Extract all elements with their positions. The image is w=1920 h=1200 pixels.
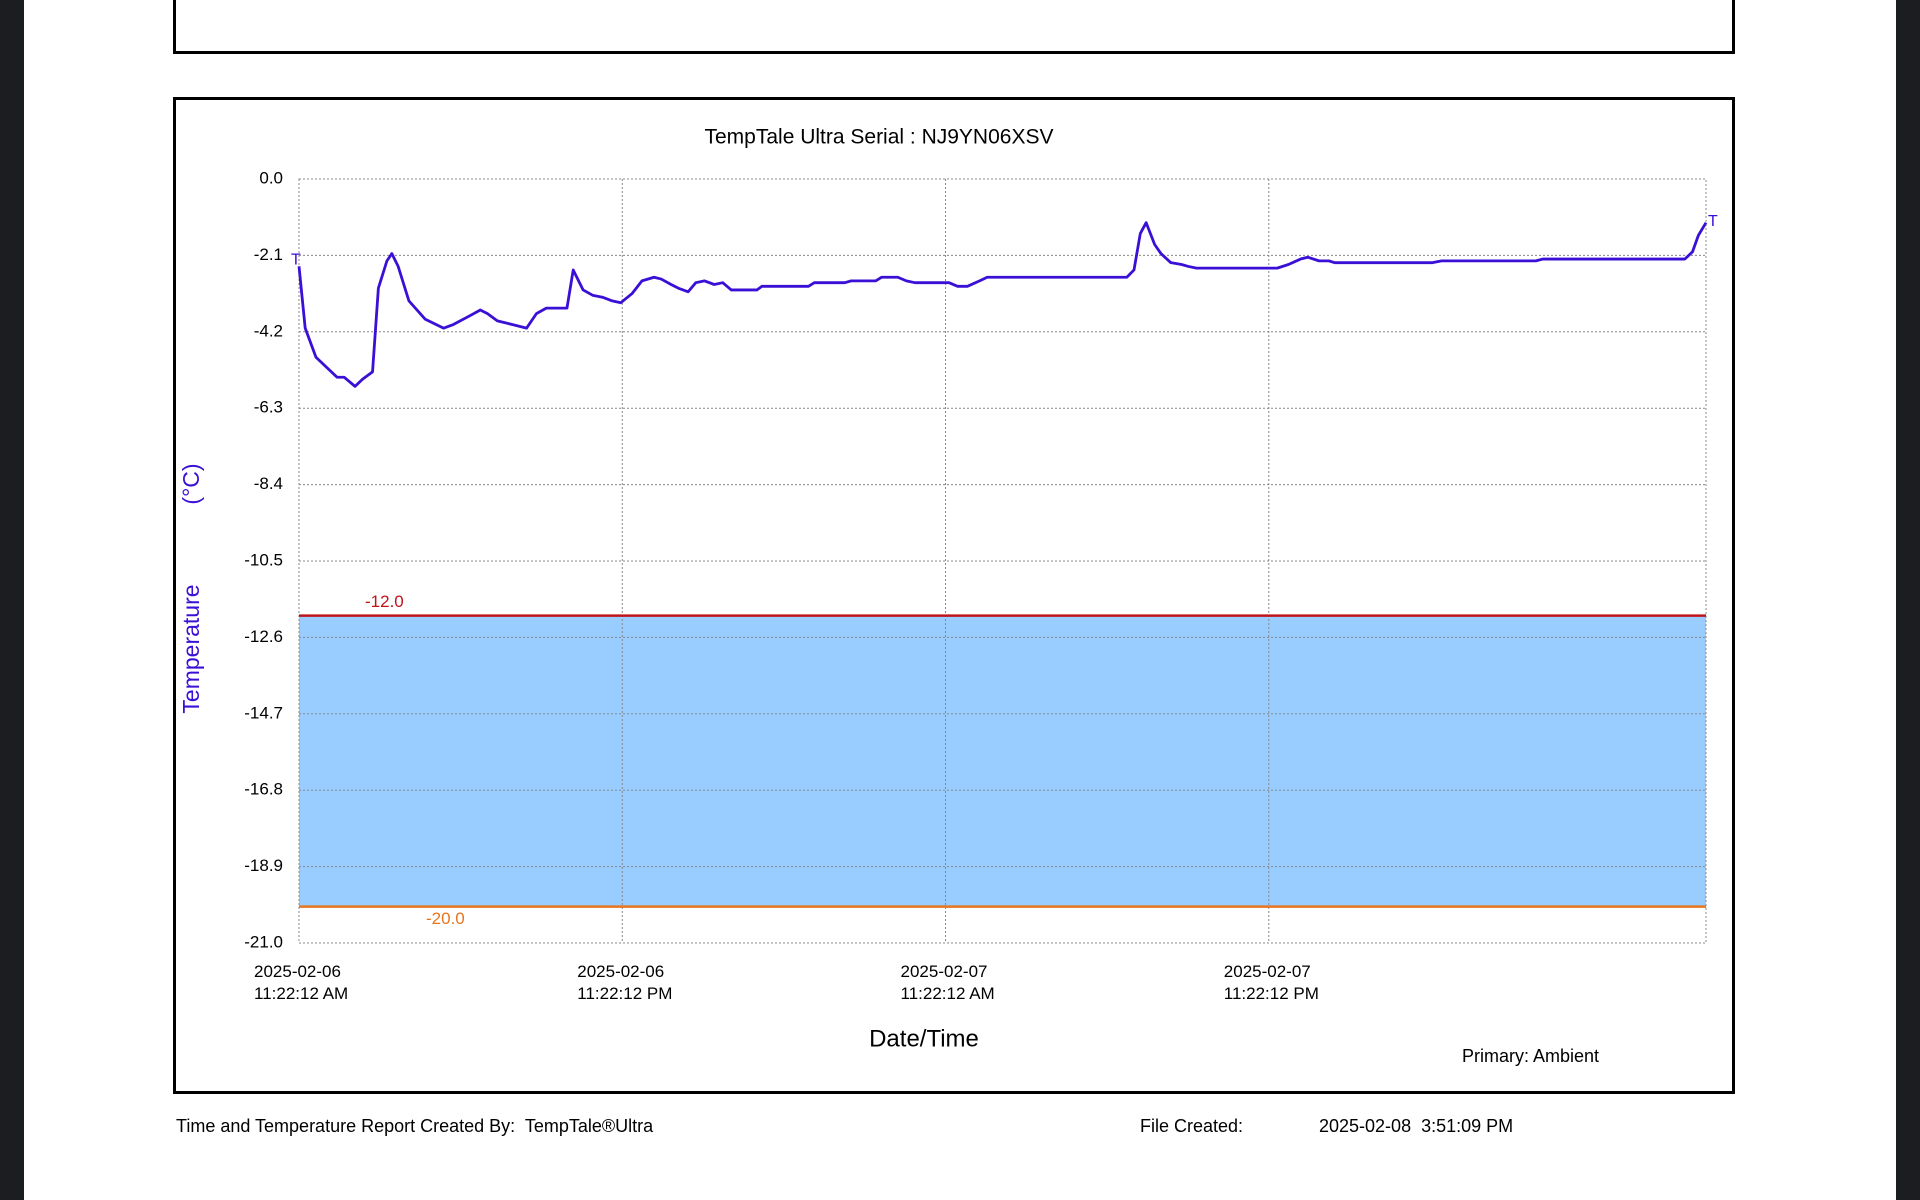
y-axis-unit: (°C)	[178, 463, 204, 504]
footer-file-created: 2025-02-08 3:51:09 PM	[1319, 1116, 1514, 1136]
page: Time and Temperature Report Created By: …	[24, 0, 1896, 1200]
y-tick-label: -6.3	[254, 398, 283, 417]
chart-title: TempTale Ultra Serial : NJ9YN06XSV	[705, 126, 1054, 149]
limit-label: -12.0	[365, 592, 404, 611]
y-tick-label: -10.5	[244, 550, 283, 569]
y-tick-label: -14.7	[244, 703, 283, 722]
x-tick-label: 2025-02-06 11:22:12 PM	[577, 962, 673, 1003]
y-tick-label: -18.9	[244, 856, 283, 875]
y-tick-label: -2.1	[254, 245, 283, 264]
y-tick-label: -4.2	[254, 321, 283, 340]
footer-created-by: Time and Temperature Report Created By: …	[176, 1116, 654, 1136]
y-tick-label: -16.8	[244, 780, 283, 799]
series-note: Primary: Ambient	[1462, 1046, 1599, 1066]
y-tick-label: -21.0	[244, 932, 283, 951]
y-tick-label: -12.6	[244, 627, 283, 646]
x-tick-label: 2025-02-07 11:22:12 AM	[900, 962, 995, 1003]
y-tick-label: 0.0	[259, 168, 283, 187]
end-marker: T	[1708, 213, 1718, 230]
chart-frame	[173, 97, 1735, 1094]
temperature-line	[297, 221, 1708, 388]
footer-file-created-label: File Created:	[1140, 1116, 1244, 1136]
limit-band	[299, 615, 1706, 907]
y-axis-label: Temperature	[178, 584, 204, 713]
start-marker: T	[291, 252, 301, 269]
y-tick-label: -8.4	[254, 474, 283, 493]
x-tick-label: 2025-02-07 11:22:12 PM	[1223, 962, 1319, 1003]
limit-label: -20.0	[426, 909, 465, 928]
previous-chart-frame	[173, 0, 1735, 54]
x-tick-label: 2025-02-06 11:22:12 AM	[254, 962, 349, 1003]
x-axis-label: Date/Time	[869, 1025, 979, 1052]
